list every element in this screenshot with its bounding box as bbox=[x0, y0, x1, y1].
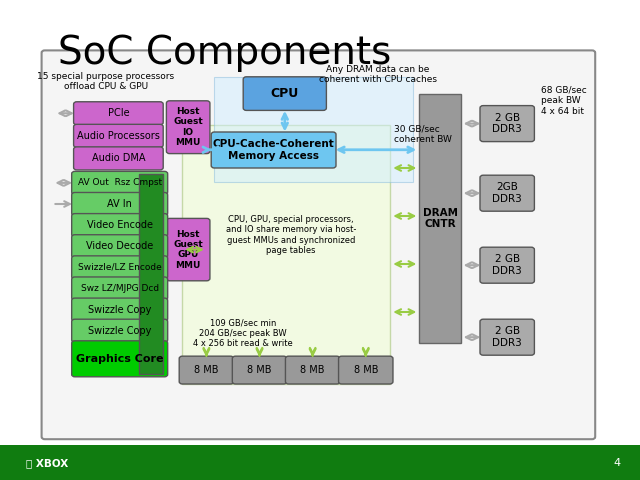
Text: PCIe: PCIe bbox=[108, 108, 129, 118]
Text: Host
Guest
GPU
MMU: Host Guest GPU MMU bbox=[173, 229, 203, 270]
Bar bbox=[419, 94, 461, 343]
Text: 15 special purpose processors
offload CPU & GPU: 15 special purpose processors offload CP… bbox=[37, 72, 174, 91]
Text: AV In: AV In bbox=[108, 199, 132, 209]
Text: Swizzle/LZ Encode: Swizzle/LZ Encode bbox=[78, 263, 161, 272]
FancyBboxPatch shape bbox=[480, 106, 534, 142]
FancyBboxPatch shape bbox=[243, 77, 326, 110]
Text: 8 MB: 8 MB bbox=[353, 365, 378, 375]
Text: 109 GB/sec min
204 GB/sec peak BW
4 x 256 bit read & write: 109 GB/sec min 204 GB/sec peak BW 4 x 25… bbox=[193, 319, 293, 348]
FancyBboxPatch shape bbox=[72, 256, 168, 279]
FancyBboxPatch shape bbox=[480, 175, 534, 211]
FancyBboxPatch shape bbox=[285, 356, 340, 384]
Text: 30 GB/sec
coherent BW: 30 GB/sec coherent BW bbox=[394, 125, 451, 144]
FancyBboxPatch shape bbox=[72, 298, 168, 321]
Text: 4: 4 bbox=[614, 458, 621, 468]
Text: CPU: CPU bbox=[271, 87, 299, 100]
FancyBboxPatch shape bbox=[72, 319, 168, 342]
Text: Host
Guest
IO
MMU: Host Guest IO MMU bbox=[173, 107, 203, 147]
Bar bbox=[0, 445, 640, 480]
FancyBboxPatch shape bbox=[211, 132, 336, 168]
Text: Audio DMA: Audio DMA bbox=[92, 154, 145, 163]
Text: 2 GB
DDR3: 2 GB DDR3 bbox=[492, 254, 522, 276]
FancyBboxPatch shape bbox=[74, 102, 163, 125]
FancyBboxPatch shape bbox=[72, 277, 168, 300]
Text: 2 GB
DDR3: 2 GB DDR3 bbox=[492, 326, 522, 348]
Bar bbox=[139, 174, 163, 374]
FancyBboxPatch shape bbox=[42, 50, 595, 439]
Text: Swz LZ/MJPG Dcd: Swz LZ/MJPG Dcd bbox=[81, 284, 159, 293]
Text: AV Out  Rsz Cmpst: AV Out Rsz Cmpst bbox=[77, 179, 162, 187]
FancyBboxPatch shape bbox=[232, 356, 287, 384]
Text: 2GB
DDR3: 2GB DDR3 bbox=[492, 182, 522, 204]
Text: 68 GB/sec
peak BW
4 x 64 bit: 68 GB/sec peak BW 4 x 64 bit bbox=[541, 86, 586, 116]
Text: SoC Components: SoC Components bbox=[58, 34, 391, 72]
FancyBboxPatch shape bbox=[72, 171, 168, 194]
Text: Graphics Core: Graphics Core bbox=[76, 354, 163, 364]
Text: DRAM
CNTR: DRAM CNTR bbox=[422, 208, 458, 229]
Text: Swizzle Copy: Swizzle Copy bbox=[88, 305, 152, 314]
FancyBboxPatch shape bbox=[72, 192, 168, 216]
Bar bbox=[214, 77, 413, 182]
Text: CPU, GPU, special processors,
and IO share memory via host-
guest MMUs and synch: CPU, GPU, special processors, and IO sha… bbox=[226, 215, 356, 255]
FancyBboxPatch shape bbox=[480, 247, 534, 283]
FancyBboxPatch shape bbox=[72, 214, 168, 237]
Text: CPU-Cache-Coherent
Memory Access: CPU-Cache-Coherent Memory Access bbox=[212, 139, 335, 161]
Text: 8 MB: 8 MB bbox=[194, 365, 219, 375]
FancyBboxPatch shape bbox=[480, 319, 534, 355]
FancyBboxPatch shape bbox=[179, 356, 234, 384]
Text: 8 MB: 8 MB bbox=[300, 365, 325, 375]
Text: Video Encode: Video Encode bbox=[86, 220, 153, 230]
Bar bbox=[182, 125, 390, 384]
Text: Audio Processors: Audio Processors bbox=[77, 131, 160, 141]
FancyBboxPatch shape bbox=[72, 341, 168, 377]
FancyBboxPatch shape bbox=[74, 124, 163, 147]
FancyBboxPatch shape bbox=[166, 218, 210, 281]
Text: Any DRAM data can be
coherent with CPU caches: Any DRAM data can be coherent with CPU c… bbox=[319, 65, 436, 84]
FancyBboxPatch shape bbox=[74, 147, 163, 170]
FancyBboxPatch shape bbox=[166, 101, 210, 154]
FancyBboxPatch shape bbox=[339, 356, 393, 384]
Text: Ⓧ XBOX: Ⓧ XBOX bbox=[26, 458, 68, 468]
Text: Video Decode: Video Decode bbox=[86, 241, 154, 251]
Text: 2 GB
DDR3: 2 GB DDR3 bbox=[492, 113, 522, 134]
FancyBboxPatch shape bbox=[72, 235, 168, 258]
Text: Swizzle Copy: Swizzle Copy bbox=[88, 326, 152, 336]
Text: 8 MB: 8 MB bbox=[247, 365, 272, 375]
